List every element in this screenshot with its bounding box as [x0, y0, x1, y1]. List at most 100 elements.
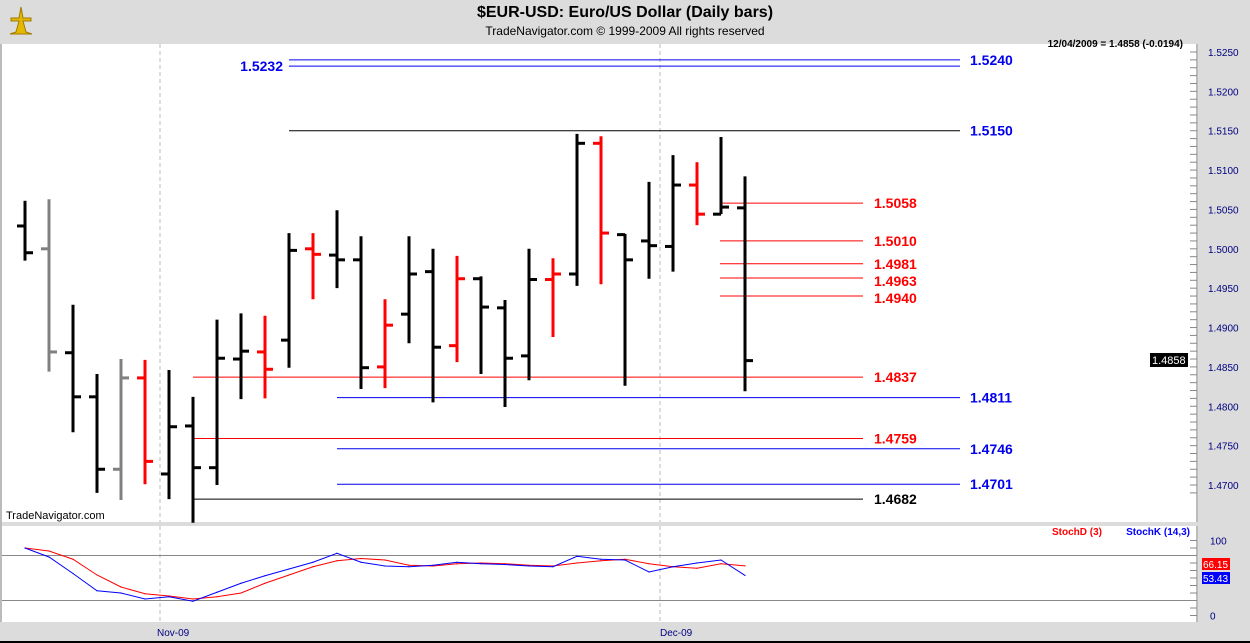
stochd-point [72, 558, 74, 560]
watermark: TradeNavigator.com [6, 510, 105, 522]
ohlc-bar [473, 276, 489, 374]
stochk-point [528, 565, 530, 567]
stochd-point [288, 574, 290, 576]
stochd-point [408, 564, 410, 566]
y-tick-label: 1.4750 [1208, 442, 1239, 453]
stochd-point [216, 596, 218, 598]
stochd-legend: StochD (3) [1052, 527, 1102, 538]
stochd-point [384, 559, 386, 561]
stochk-legend: StochK (14,3) [1126, 527, 1190, 538]
stochk-point [144, 598, 146, 600]
stochd-point [648, 563, 650, 565]
level-label: 1.4759 [874, 431, 917, 447]
stochk-point [240, 582, 242, 584]
y-tick-label: 1.5050 [1208, 205, 1239, 216]
ohlc-bar [185, 396, 201, 523]
chart-header: $EUR-USD: Euro/US Dollar (Daily bars) Tr… [0, 0, 1250, 44]
quote-readout: 12/04/2009 = 1.4858 (-0.0194) [1048, 39, 1183, 50]
ohlc-bar [497, 299, 513, 408]
stochk-point [216, 591, 218, 593]
stochd-point [360, 557, 362, 560]
x-tick-nov: Nov-09 [157, 628, 190, 639]
x-tick-dec: Dec-09 [660, 628, 693, 639]
ohlc-bar [737, 176, 753, 392]
ohlc-bar [353, 236, 369, 389]
stochk-point [72, 572, 74, 575]
stochd-point [336, 560, 338, 562]
ohlc-bar [665, 155, 681, 272]
stochk-point [96, 590, 98, 592]
y-tick-label: 1.5000 [1208, 245, 1239, 256]
ohlc-bar [617, 233, 633, 386]
stoch-y-tick-label: 100 [1210, 537, 1227, 548]
y-tick-label: 1.4950 [1208, 284, 1239, 295]
stochd-point [48, 550, 50, 552]
level-label: 1.4963 [874, 273, 917, 289]
ohlc-bar [17, 200, 33, 261]
stochk-point [336, 552, 338, 554]
y-tick-label: 1.4900 [1208, 324, 1239, 335]
ohlc-bar [113, 359, 129, 500]
ohlc-bar [329, 210, 345, 289]
level-label: 1.4701 [970, 476, 1013, 492]
level-label: 1.5010 [874, 233, 917, 249]
stochd-point [264, 582, 266, 584]
stochk-point [744, 574, 746, 577]
stochd-point [120, 586, 122, 588]
chart-title: $EUR-USD: Euro/US Dollar (Daily bars) [476, 4, 774, 21]
y-tick-label: 1.4800 [1208, 402, 1239, 413]
stochk-point [288, 568, 290, 570]
stochk-point [552, 566, 554, 568]
level-label: 1.4837 [874, 369, 917, 385]
ohlc-bar [257, 315, 273, 399]
stochk-point [576, 555, 578, 557]
ohlc-bar [161, 370, 177, 500]
level-label: 1.5232 [240, 58, 283, 74]
level-label: 1.5150 [970, 123, 1013, 139]
stochd-point [720, 563, 722, 565]
stochk-point [120, 592, 122, 594]
ohlc-bar [713, 137, 729, 216]
y-tick-label: 1.4700 [1208, 481, 1239, 492]
ohlc-bar [425, 248, 441, 403]
stochd-point [456, 563, 458, 565]
stochd-point [576, 562, 578, 564]
stochk-last-box [1202, 572, 1230, 584]
chart-subtitle: TradeNavigator.com © 1999-2009 All right… [485, 24, 765, 38]
stochk-point [504, 563, 506, 566]
stochd-point [192, 598, 194, 600]
stochd-point [312, 566, 314, 568]
ohlc-bar [233, 313, 249, 400]
ohlc-bar [137, 359, 153, 485]
stochk-point [264, 575, 266, 577]
stochd-last-label: 66.15 [1203, 560, 1228, 571]
stochk-point [720, 559, 722, 561]
stochk-point [456, 561, 458, 563]
stochd-last-box [1202, 558, 1230, 570]
stochk-point [648, 571, 650, 573]
last-price-box [1150, 353, 1188, 367]
stochd-point [696, 567, 698, 569]
stochk-point [24, 547, 26, 549]
last-price-label: 1.4858 [1152, 355, 1186, 367]
level-label: 1.4940 [874, 290, 917, 306]
ohlc-bar [41, 199, 57, 372]
ohlc-bar [641, 181, 657, 279]
stochk-point [696, 562, 698, 564]
level-label: 1.5058 [874, 195, 917, 211]
level-label: 1.5240 [970, 52, 1013, 68]
level-label: 1.4981 [874, 256, 917, 272]
y-tick-label: 1.5250 [1208, 48, 1239, 59]
stochk-point [432, 564, 434, 566]
y-tick-label: 1.5200 [1208, 87, 1239, 98]
ohlc-bar [593, 136, 609, 285]
ohlc-bar [281, 233, 297, 368]
stochk-point [480, 563, 482, 565]
stochd-point [744, 565, 746, 567]
stoch-plot-area [2, 526, 1197, 622]
stochk-point [48, 556, 50, 558]
ohlc-bar [89, 373, 105, 493]
ohlc-bar [377, 299, 393, 389]
ohlc-bar [65, 304, 81, 433]
